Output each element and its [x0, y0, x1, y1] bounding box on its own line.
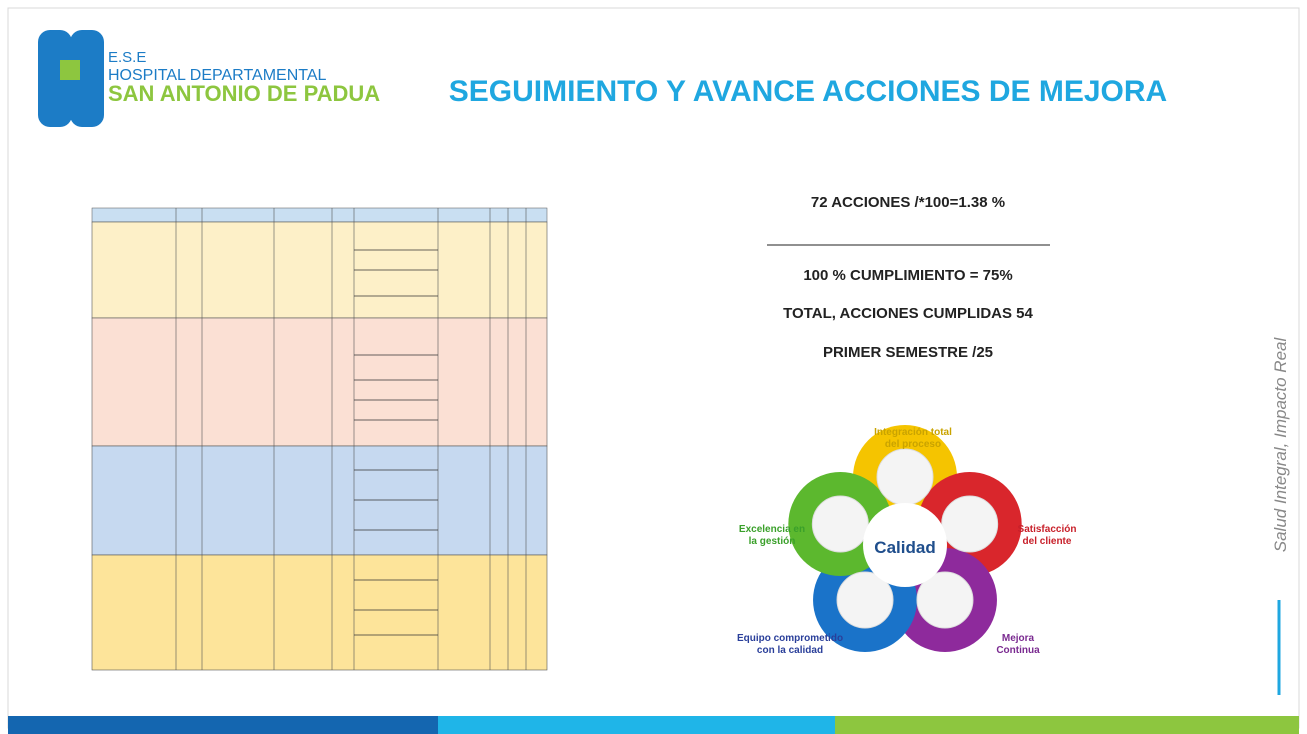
table-row: [91, 445, 548, 556]
logo: E.S.E HOSPITAL DEPARTAMENTAL SAN ANTONIO…: [38, 30, 380, 127]
footer-bar: [835, 716, 1299, 734]
footer-bar: [438, 716, 835, 734]
icon-circle: [941, 495, 999, 553]
table-image: [91, 207, 548, 671]
icon-circle: [811, 495, 869, 553]
logo-bar: [70, 30, 104, 127]
logo-top: E.S.E: [108, 49, 146, 66]
icon-circle: [876, 448, 934, 506]
stat: 72 ACCIONES /*100=1.38 %: [811, 194, 1005, 211]
icon-circle: [916, 571, 974, 629]
table-row: [91, 317, 548, 447]
center-circle: [863, 503, 947, 587]
diagram-label: Integración total: [874, 427, 952, 438]
title: SEGUIMIENTO Y AVANCE ACCIONES DE MEJORA: [449, 75, 1167, 108]
diagram-label: la gestión: [749, 536, 796, 547]
logo-cross: [60, 60, 80, 80]
stats: 72 ACCIONES /*100=1.38 % 100 % CUMPLIMIE…: [767, 194, 1050, 361]
icon-circle: [836, 571, 894, 629]
footer-bar: [8, 716, 438, 734]
table-row: [91, 221, 548, 319]
diagram-label: del proceso: [885, 439, 941, 450]
diagram-label: Equipo comprometido: [737, 633, 843, 644]
stat: 100 % CUMPLIMIENTO = 75%: [803, 267, 1012, 284]
center-label: Calidad: [874, 538, 935, 557]
diagram-label: Mejora: [1002, 633, 1035, 644]
diagram-label: con la calidad: [757, 645, 823, 656]
logo-bar: [38, 30, 72, 127]
diagram-label: del cliente: [1023, 536, 1072, 547]
diagram-label: Satisfacción: [1018, 524, 1077, 535]
diagram-label: Continua: [996, 645, 1040, 656]
table-header: [91, 207, 548, 223]
stat: PRIMER SEMESTRE /25: [823, 344, 993, 361]
diagram-label: Excelencia en: [739, 524, 805, 535]
stat: TOTAL, ACCIONES CUMPLIDAS 54: [783, 305, 1033, 322]
side-text: Salud Integral, Impacto Real: [1271, 337, 1290, 553]
logo-line: HOSPITAL DEPARTAMENTAL: [108, 67, 327, 84]
logo-line: SAN ANTONIO DE PADUA: [108, 81, 380, 106]
table-row: [91, 554, 548, 671]
